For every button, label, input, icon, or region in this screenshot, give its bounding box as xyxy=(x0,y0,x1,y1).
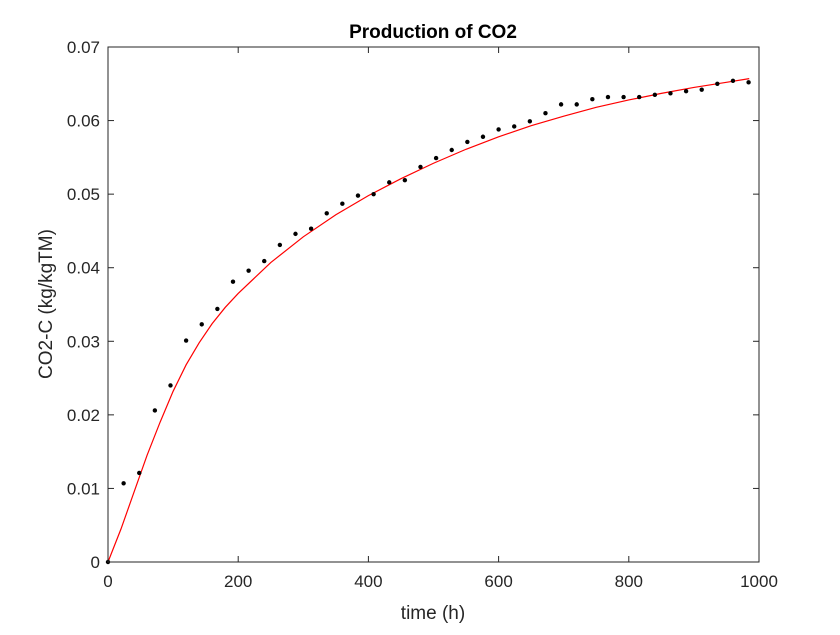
y-tick-label: 0.02 xyxy=(67,406,100,425)
data-point xyxy=(230,279,236,284)
data-point xyxy=(121,481,126,486)
data-point xyxy=(199,322,204,327)
x-axis-ticks: 0 200 400 600 800 1000 xyxy=(103,47,778,591)
y-axis-ticks: 0 0.01 0.02 0.03 0.04 0.05 0.06 0.07 xyxy=(67,38,759,572)
x-tick-label: 800 xyxy=(615,572,643,591)
data-point xyxy=(371,191,376,197)
data-point xyxy=(340,201,345,206)
data-point xyxy=(512,124,517,129)
data-point xyxy=(387,180,392,185)
x-tick-label: 0 xyxy=(103,572,112,591)
x-tick-label: 600 xyxy=(484,572,512,591)
data-point xyxy=(574,102,579,107)
data-point xyxy=(605,94,611,100)
data-point xyxy=(730,78,736,84)
data-point xyxy=(496,127,501,132)
chart-title: Production of CO2 xyxy=(349,22,517,43)
plot-frame xyxy=(107,46,760,563)
y-tick-label: 0.07 xyxy=(67,38,100,57)
data-point xyxy=(215,306,220,312)
y-tick-label: 0 xyxy=(91,553,100,572)
data-point xyxy=(621,94,626,100)
data-point xyxy=(137,470,142,476)
data-point xyxy=(543,111,548,116)
data-point xyxy=(402,177,408,183)
data-point xyxy=(168,383,173,388)
fit-line-layer xyxy=(107,78,750,563)
data-point xyxy=(246,268,251,273)
data-point xyxy=(683,88,689,94)
data-point xyxy=(699,87,704,92)
data-point xyxy=(293,231,298,237)
data-point xyxy=(418,164,423,170)
data-points-layer xyxy=(105,78,751,565)
data-point xyxy=(668,91,673,96)
data-point xyxy=(590,97,595,102)
data-point xyxy=(355,193,361,198)
plot-area xyxy=(108,47,759,562)
data-point xyxy=(652,92,658,98)
data-point xyxy=(480,134,486,139)
data-point xyxy=(277,242,283,248)
y-tick-label: 0.01 xyxy=(67,479,100,498)
y-tick-label: 0.06 xyxy=(67,112,100,131)
data-point xyxy=(527,119,533,124)
data-point xyxy=(637,94,642,100)
y-axis-label: CO2-C (kg/kgTM) xyxy=(36,229,57,379)
y-tick-label: 0.05 xyxy=(67,185,100,204)
data-point xyxy=(465,139,470,145)
data-point xyxy=(558,102,564,107)
data-point xyxy=(715,81,720,86)
y-tick-label: 0.03 xyxy=(67,332,100,351)
data-point xyxy=(152,408,158,413)
data-point xyxy=(183,338,189,343)
data-point xyxy=(746,80,751,85)
data-point xyxy=(308,226,314,231)
data-point xyxy=(433,155,439,161)
data-point xyxy=(324,211,329,216)
y-tick-label: 0.04 xyxy=(67,259,100,278)
x-tick-label: 200 xyxy=(224,572,252,591)
x-tick-label: 1000 xyxy=(740,572,778,591)
x-axis-label: time (h) xyxy=(401,603,465,624)
data-point xyxy=(449,147,454,153)
x-tick-label: 400 xyxy=(354,572,382,591)
data-point xyxy=(262,258,267,264)
fit-curve-line xyxy=(107,78,750,563)
